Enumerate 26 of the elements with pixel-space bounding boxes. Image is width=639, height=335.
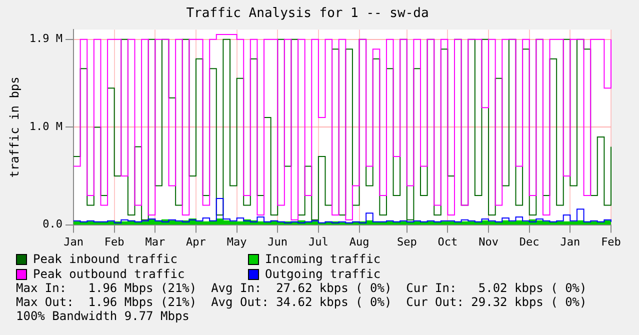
x-tick-label: Feb: [104, 235, 124, 248]
x-tick-label: Oct: [438, 235, 458, 248]
x-tick-label: Dec: [519, 235, 540, 248]
x-tick-label: Jul: [308, 235, 328, 248]
x-tick-label: Apr: [186, 235, 206, 248]
x-tick-label: Mar: [145, 235, 166, 248]
x-tick-label: Sep: [396, 235, 417, 248]
y-tick-label: 1.9 M: [29, 32, 63, 46]
x-tick-label: Nov: [478, 235, 499, 248]
x-tick-label: Jan: [64, 235, 84, 248]
x-tick-label: Aug: [349, 235, 370, 248]
legend-label: Peak outbound traffic: [33, 267, 185, 281]
x-tick-label: May: [226, 235, 248, 248]
text: Max In: 1.96 Mbps (21%) Avg In: 27.62 kbps ( 0%) Cur In: 5.02 kbps ( 0%): [16, 281, 588, 295]
x-tick-label: Feb: [601, 235, 621, 248]
text: Max Out: 1.96 Mbps (21%) Avg Out: 34.62 kbps ( 0%) Cur Out: 29.32 kbps ( 0%): [16, 295, 588, 309]
y-axis-title: traffic in bps: [7, 76, 22, 178]
legend-label: Peak inbound traffic: [33, 252, 178, 266]
text: 100% Bandwidth 9.77 Mbps: [16, 309, 190, 323]
legend-label: Incoming traffic: [265, 252, 381, 266]
legend-label: Outgoing traffic: [265, 267, 381, 281]
x-tick-label: Jan: [560, 235, 580, 248]
x-tick-label: Jun: [268, 235, 288, 248]
chart-title: Traffic Analysis for 1 -- sw-da: [186, 6, 429, 22]
y-tick-label: 1.0 M: [29, 120, 63, 134]
y-tick-label: 0.0: [42, 218, 63, 231]
